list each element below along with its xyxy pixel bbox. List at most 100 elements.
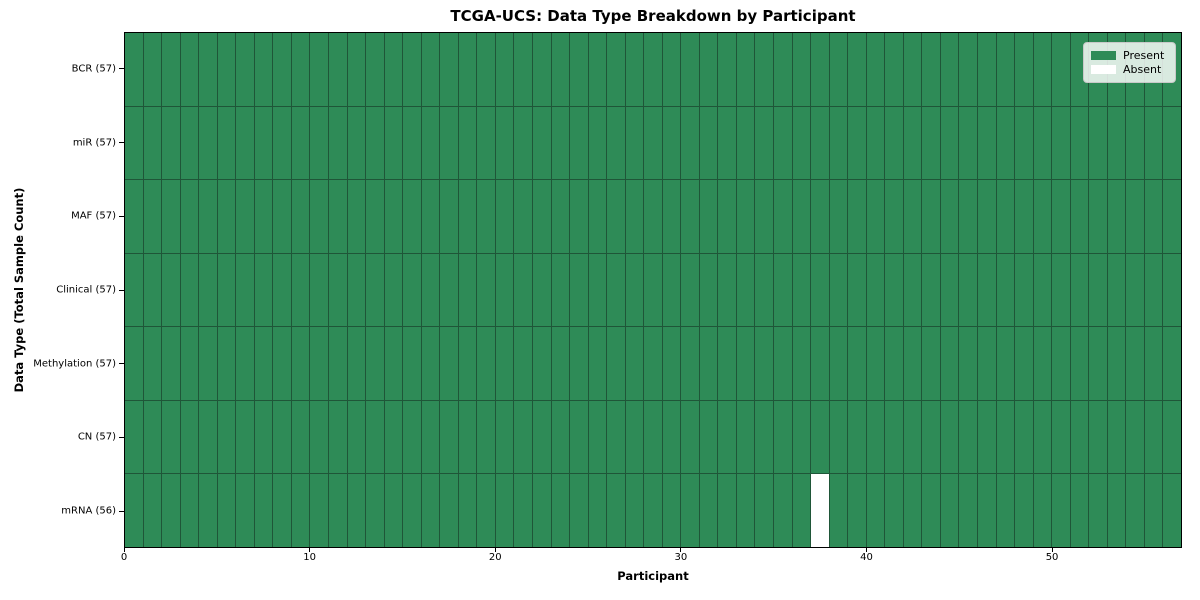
heatmap-cell	[551, 106, 570, 180]
heatmap-cell	[681, 327, 699, 400]
heatmap-cell	[718, 106, 736, 180]
heatmap-cell	[718, 327, 736, 400]
heatmap-cell	[903, 106, 922, 180]
heatmap-cell	[718, 253, 736, 327]
heatmap-cell	[662, 33, 681, 106]
heatmap-cell	[273, 253, 291, 327]
heatmap-cell	[477, 253, 495, 327]
heatmap-cell	[885, 106, 903, 180]
heatmap-cell	[514, 327, 532, 400]
heatmap-cell	[644, 106, 662, 180]
heatmap-cell	[940, 106, 959, 180]
heatmap-cell	[662, 106, 681, 180]
heatmap-cell	[495, 106, 514, 180]
heatmap-cell	[644, 400, 662, 474]
heatmap-cell	[125, 253, 143, 327]
y-tick-label: miR (57)	[72, 137, 116, 149]
heatmap-cell	[366, 253, 384, 327]
heatmap-cell	[347, 327, 366, 400]
heatmap-cell	[1033, 474, 1052, 547]
heatmap-cell	[328, 106, 347, 180]
heatmap-cell	[1107, 253, 1126, 327]
heatmap-cell	[959, 327, 978, 400]
heatmap-cell	[1033, 33, 1052, 106]
heatmap-cell	[125, 474, 143, 547]
heatmap-cell	[922, 33, 940, 106]
heatmap-cell	[384, 33, 403, 106]
heatmap-cell	[848, 253, 866, 327]
heatmap-cell	[440, 474, 458, 547]
y-tick-label: Clinical (57)	[56, 284, 116, 296]
heatmap-cell	[514, 180, 532, 253]
x-tick-label: 40	[860, 552, 873, 563]
heatmap-cell	[1033, 180, 1052, 253]
heatmap-cell	[755, 106, 774, 180]
heatmap-cell	[588, 33, 607, 106]
heatmap-cell	[829, 400, 848, 474]
heatmap-cell	[755, 253, 774, 327]
heatmap-cell	[477, 327, 495, 400]
heatmap-cell	[328, 327, 347, 400]
heatmap-cell	[328, 474, 347, 547]
heatmap-cell	[866, 253, 885, 327]
heatmap-cell	[1089, 327, 1107, 400]
heatmap-cell	[1070, 180, 1089, 253]
heatmap-cell	[811, 33, 829, 106]
heatmap-cell	[162, 106, 180, 180]
heatmap-cell	[829, 180, 848, 253]
heatmap-cell	[291, 33, 310, 106]
heatmap-cell	[273, 180, 291, 253]
heatmap-cell	[403, 400, 421, 474]
heatmap-cell	[570, 327, 588, 400]
heatmap-cell	[1144, 474, 1163, 547]
heatmap-cell	[310, 400, 328, 474]
heatmap-cell	[347, 253, 366, 327]
heatmap-cell	[774, 253, 792, 327]
heatmap-cell	[477, 180, 495, 253]
heatmap-cell	[885, 400, 903, 474]
heatmap-cell	[848, 474, 866, 547]
heatmap-cell	[588, 327, 607, 400]
heatmap-cell	[978, 400, 996, 474]
heatmap-cell	[1033, 253, 1052, 327]
heatmap-cell	[180, 400, 199, 474]
heatmap-cell	[440, 33, 458, 106]
x-tick-label: 0	[120, 552, 128, 563]
heatmap-cell	[199, 106, 217, 180]
y-tick-mark	[119, 510, 124, 512]
heatmap-cell	[1070, 106, 1089, 180]
y-tick-label: Methylation (57)	[33, 358, 116, 370]
heatmap-cell	[458, 327, 477, 400]
heatmap-cell	[978, 106, 996, 180]
heatmap-cell	[143, 400, 162, 474]
heatmap-cell	[866, 474, 885, 547]
heatmap-cell	[736, 253, 755, 327]
heatmap-cell	[551, 253, 570, 327]
heatmap-cell	[217, 33, 236, 106]
heatmap-cell	[328, 33, 347, 106]
heatmap-cell	[273, 327, 291, 400]
heatmap-cell	[866, 180, 885, 253]
heatmap-cell	[736, 106, 755, 180]
heatmap-cell	[458, 106, 477, 180]
heatmap-cell	[384, 180, 403, 253]
heatmap-cell	[532, 327, 551, 400]
heatmap-cell	[1163, 327, 1181, 400]
heatmap-cell	[1144, 327, 1163, 400]
heatmap-cell	[347, 474, 366, 547]
heatmap-cell	[1126, 106, 1144, 180]
heatmap-cell	[143, 474, 162, 547]
heatmap-cell	[1163, 400, 1181, 474]
heatmap-cell	[162, 327, 180, 400]
heatmap-cell	[662, 400, 681, 474]
heatmap-cell	[940, 253, 959, 327]
heatmap-cell	[644, 327, 662, 400]
heatmap-cell	[570, 180, 588, 253]
heatmap-cell	[477, 33, 495, 106]
heatmap-cell	[625, 180, 644, 253]
heatmap-cell	[532, 106, 551, 180]
heatmap-cell	[848, 33, 866, 106]
heatmap-cell	[699, 253, 718, 327]
heatmap-cell	[829, 106, 848, 180]
heatmap-cell	[736, 180, 755, 253]
